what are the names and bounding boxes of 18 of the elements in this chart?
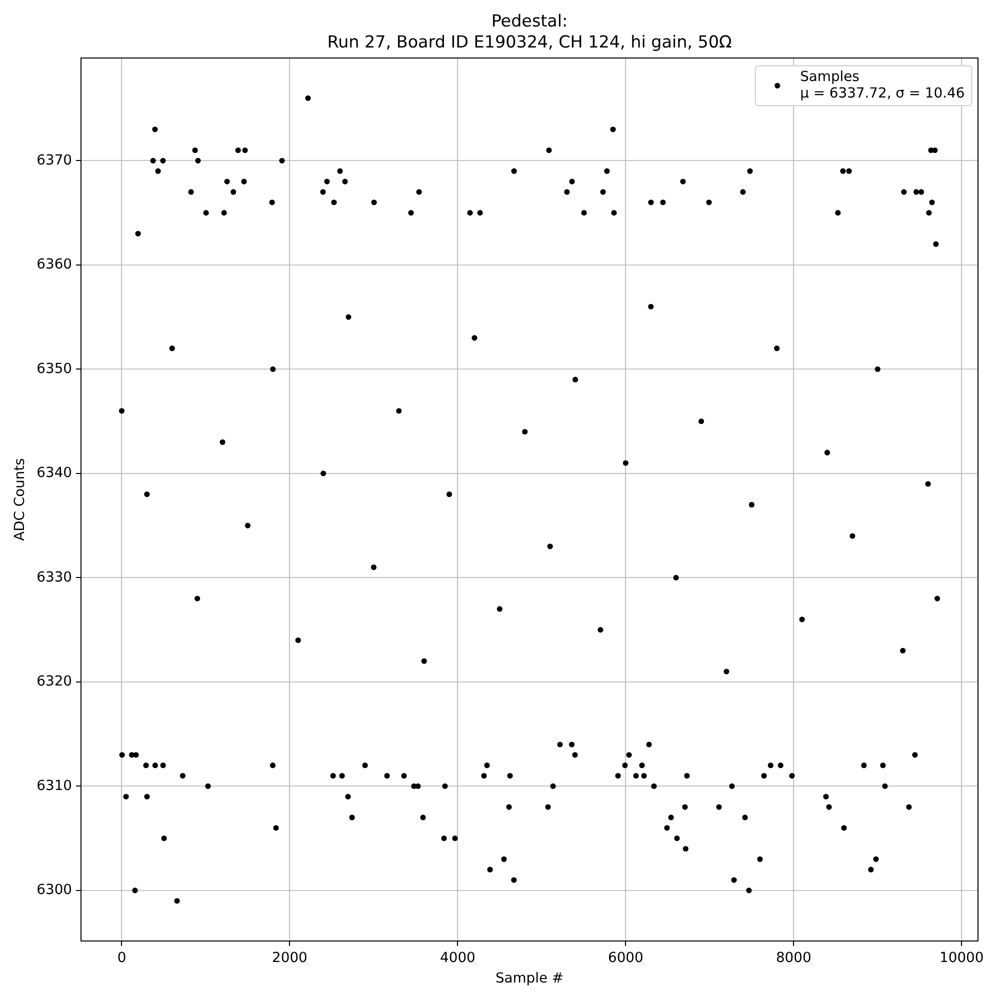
x-tick-label: 4000 bbox=[440, 950, 476, 966]
y-tick-label: 6320 bbox=[36, 674, 72, 690]
y-tick-label: 6360 bbox=[36, 256, 72, 273]
y-tick-label: 6340 bbox=[36, 465, 72, 482]
y-tick-label: 6330 bbox=[36, 569, 72, 586]
y-tick-label: 6310 bbox=[36, 778, 72, 794]
x-tick-label: 8000 bbox=[776, 950, 812, 966]
x-tick-label: 6000 bbox=[608, 950, 644, 966]
chart-title: Pedestal: Run 27, Board ID E190324, CH 124, hi gain, 50Ω bbox=[327, 10, 732, 52]
x-tick-label: 10000 bbox=[940, 950, 984, 966]
legend-label: Samples μ = 6337.72, σ = 10.46 bbox=[800, 68, 965, 102]
x-tick-label: 0 bbox=[117, 950, 126, 966]
x-tick-label: 2000 bbox=[272, 950, 308, 966]
y-tick-label: 6350 bbox=[36, 360, 72, 377]
x-axis-title: Sample # bbox=[495, 970, 564, 986]
y-axis-title: ADC Counts bbox=[12, 458, 28, 541]
y-tick-label: 6370 bbox=[36, 152, 72, 168]
y-tick-label: 6300 bbox=[36, 882, 72, 898]
